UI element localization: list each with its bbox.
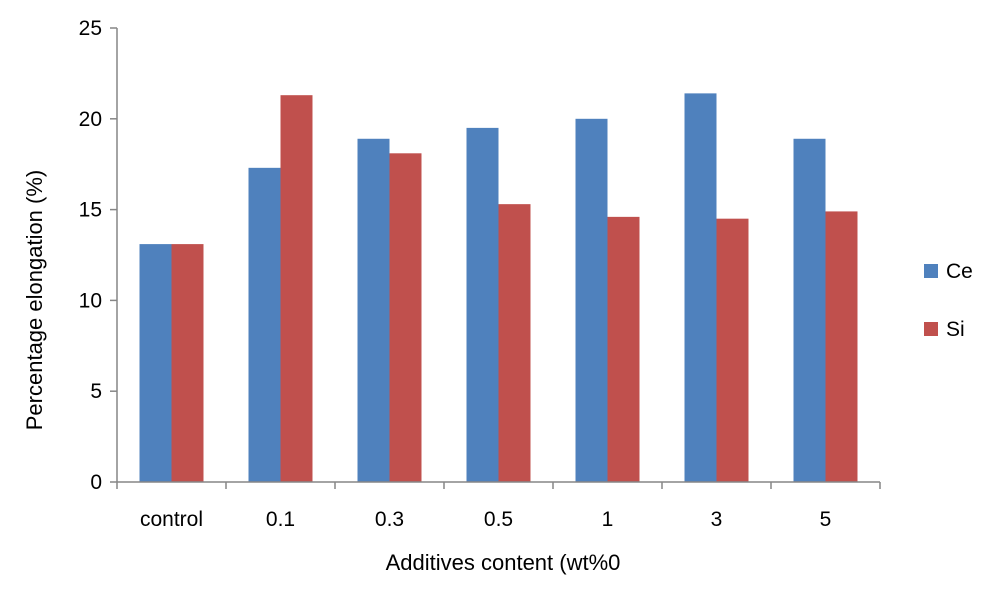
x-tick-label: 5 xyxy=(820,508,832,531)
bar-si-1 xyxy=(607,216,640,482)
legend-label-si: Si xyxy=(946,318,965,341)
bar-ce-control xyxy=(139,244,172,482)
bar-ce-3 xyxy=(684,93,717,482)
bar-ce-1 xyxy=(575,118,608,483)
legend: Ce Si xyxy=(924,260,973,341)
bar-si-control xyxy=(171,244,204,482)
bar-si-0-1 xyxy=(280,95,313,482)
axes-group xyxy=(116,28,880,483)
x-tick-label: 1 xyxy=(602,508,614,531)
bar-ce-0-5 xyxy=(466,127,499,482)
y-tick-label: 10 xyxy=(79,289,102,312)
y-tick-label: 15 xyxy=(79,199,102,222)
x-tick-label: 0.5 xyxy=(484,508,513,531)
y-tick-label: 0 xyxy=(90,471,102,494)
legend-swatch-si xyxy=(924,322,938,336)
x-tick-label: 0.1 xyxy=(266,508,295,531)
bar-ce-5 xyxy=(793,138,826,482)
bar-si-3 xyxy=(716,218,749,482)
bar-si-0-3 xyxy=(389,153,422,482)
x-tick-label: 3 xyxy=(711,508,723,531)
x-tick-label: 0.3 xyxy=(375,508,404,531)
legend-label-ce: Ce xyxy=(946,260,973,283)
y-tick-label: 5 xyxy=(90,380,102,403)
legend-swatch-ce xyxy=(924,264,938,278)
y-tick-label: 25 xyxy=(79,17,102,40)
x-axis-label: Additives content (wt%0 xyxy=(386,550,621,575)
bar-ce-0-1 xyxy=(248,167,281,482)
x-ticks-group: control 0.1 0.3 0.5 1 3 5 xyxy=(116,482,881,531)
y-axis-label: Percentage elongation (%) xyxy=(22,170,47,431)
bar-si-5 xyxy=(825,211,858,482)
bar-ce-0-3 xyxy=(357,138,390,482)
bars-group xyxy=(139,93,858,483)
bar-si-0-5 xyxy=(498,204,531,483)
x-tick-label: control xyxy=(140,508,203,531)
y-ticks-group: 0 5 10 15 20 25 xyxy=(79,17,117,494)
y-tick-label: 20 xyxy=(79,108,102,131)
